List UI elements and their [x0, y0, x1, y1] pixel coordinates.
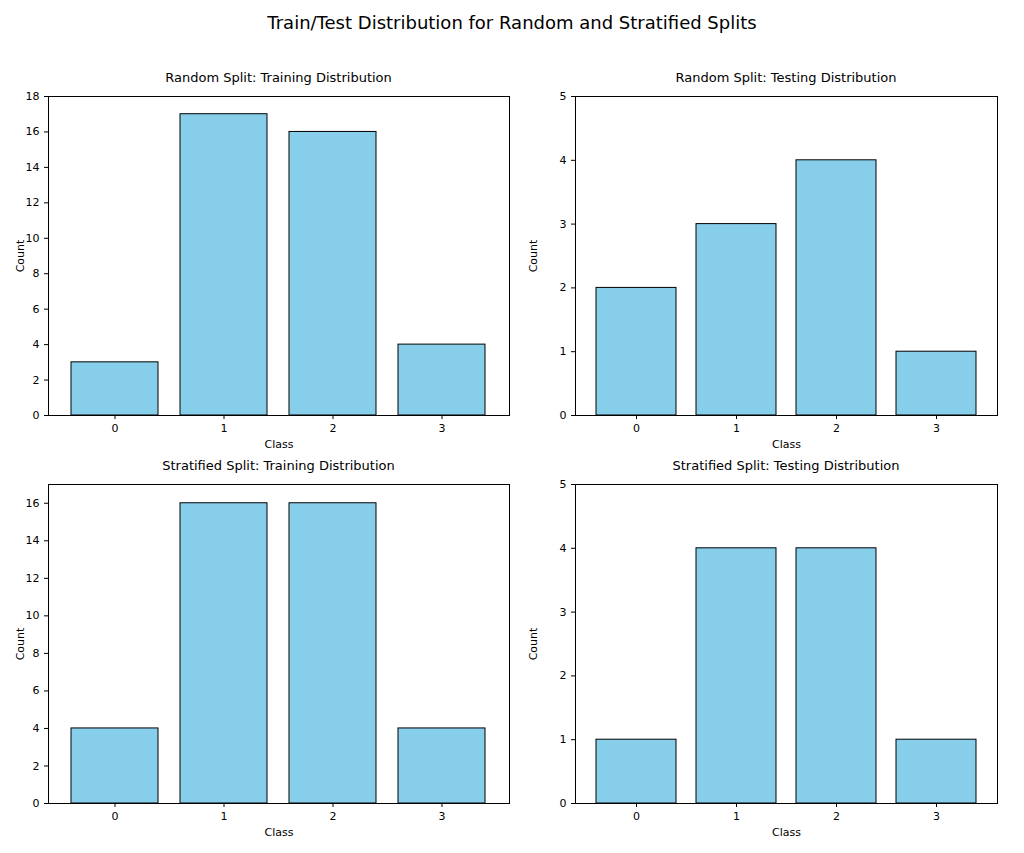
svg-text:1: 1: [733, 810, 740, 823]
svg-text:3: 3: [439, 422, 446, 435]
svg-text:2: 2: [560, 669, 567, 682]
svg-text:12: 12: [26, 572, 40, 585]
svg-text:16: 16: [26, 497, 40, 510]
svg-text:0: 0: [33, 797, 40, 810]
svg-text:18: 18: [26, 90, 40, 103]
svg-text:2: 2: [560, 281, 567, 294]
svg-text:2: 2: [833, 810, 840, 823]
svg-text:1: 1: [560, 345, 567, 358]
svg-text:5: 5: [560, 478, 567, 491]
svg-text:3: 3: [933, 422, 940, 435]
svg-text:6: 6: [33, 684, 40, 697]
svg-text:10: 10: [26, 609, 40, 622]
svg-text:4: 4: [560, 154, 567, 167]
svg-text:14: 14: [26, 161, 40, 174]
svg-text:Class: Class: [772, 438, 801, 451]
svg-text:0: 0: [33, 409, 40, 422]
svg-text:2: 2: [833, 422, 840, 435]
svg-text:16: 16: [26, 125, 40, 138]
svg-text:1: 1: [221, 422, 228, 435]
html-text:Stratified Split: Testing Dist: Stratified Split: Testing Distribution: [672, 458, 900, 473]
svg-text:4: 4: [33, 338, 40, 351]
svg-text:1: 1: [560, 733, 567, 746]
svg-text:Class: Class: [265, 438, 294, 451]
svg-text:12: 12: [26, 196, 40, 209]
svg-text:8: 8: [33, 647, 40, 660]
svg-text:1: 1: [733, 422, 740, 435]
svg-text:4: 4: [33, 722, 40, 735]
html-text:Random Split: Training Distrib: Random Split: Training Distribution: [165, 70, 392, 85]
svg-text:1: 1: [221, 810, 228, 823]
svg-text:3: 3: [560, 606, 567, 619]
svg-text:2: 2: [330, 422, 337, 435]
svg-text:10: 10: [26, 232, 40, 245]
svg-text:5: 5: [560, 90, 567, 103]
svg-text:Class: Class: [772, 826, 801, 839]
svg-text:Count: Count: [527, 627, 540, 660]
svg-text:0: 0: [112, 422, 119, 435]
svg-text:0: 0: [112, 810, 119, 823]
svg-text:14: 14: [26, 534, 40, 547]
svg-text:2: 2: [33, 759, 40, 772]
html-text:Random Split: Testing Distribu: Random Split: Testing Distribution: [675, 70, 897, 85]
svg-text:Count: Count: [14, 627, 27, 660]
svg-text:3: 3: [560, 218, 567, 231]
svg-text:0: 0: [633, 422, 640, 435]
svg-text:Count: Count: [14, 239, 27, 272]
svg-text:3: 3: [439, 810, 446, 823]
svg-text:Class: Class: [265, 826, 294, 839]
svg-text:4: 4: [560, 542, 567, 555]
svg-text:Count: Count: [527, 239, 540, 272]
html-text:Train/Test Distribution for Ra: Train/Test Distribution for Random and S…: [267, 12, 757, 33]
html-text:Stratified Split: Training Dis: Stratified Split: Training Distribution: [162, 458, 395, 473]
svg-text:8: 8: [33, 267, 40, 280]
svg-text:6: 6: [33, 303, 40, 316]
svg-text:0: 0: [560, 797, 567, 810]
svg-text:2: 2: [330, 810, 337, 823]
svg-text:0: 0: [633, 810, 640, 823]
svg-text:2: 2: [33, 374, 40, 387]
svg-text:0: 0: [560, 409, 567, 422]
svg-text:3: 3: [933, 810, 940, 823]
